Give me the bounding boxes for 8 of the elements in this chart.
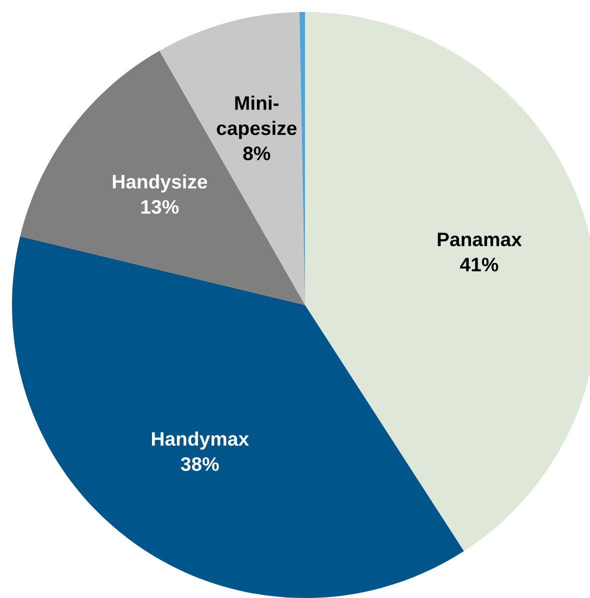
slice-label: Panamax (438, 232, 522, 246)
slice-label: Handymax (152, 432, 249, 450)
data-label: 13% (141, 200, 179, 214)
slice-label: Mini- capesize (216, 96, 297, 139)
slice-label: Handysize (112, 174, 208, 192)
data-label: 38% (180, 457, 219, 471)
data-label: 8% (243, 146, 270, 160)
data-label: 41% (460, 258, 498, 272)
